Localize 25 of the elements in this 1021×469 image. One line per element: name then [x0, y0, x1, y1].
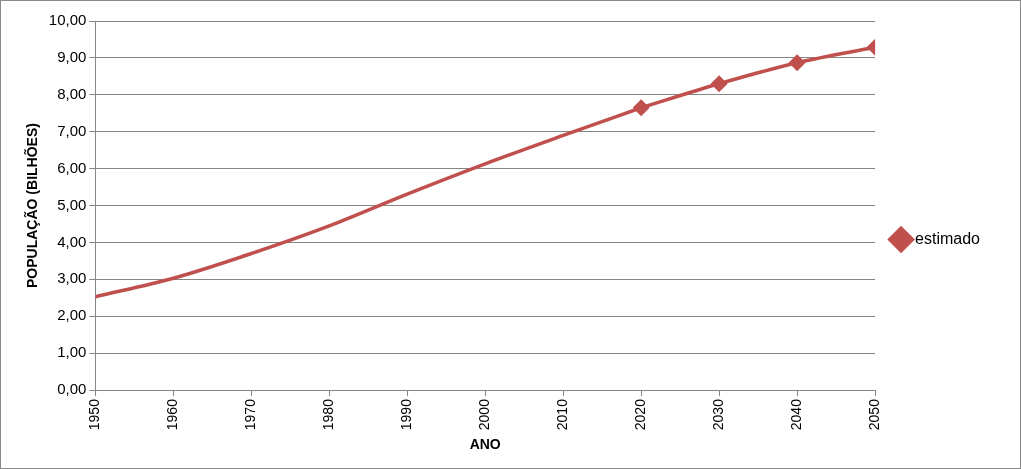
x-tick-label: 1990 — [398, 398, 415, 431]
x-tick-label: 1980 — [320, 398, 337, 431]
x-tick-label: 1970 — [242, 398, 259, 431]
x-tick-label: 1960 — [164, 398, 181, 431]
x-tick-label: 2050 — [865, 398, 882, 431]
x-tick-label: 2000 — [476, 398, 493, 431]
x-tick-label: 2030 — [709, 398, 726, 431]
x-tick-label: 1950 — [86, 398, 103, 431]
y-tick-label: 9,00 — [57, 48, 87, 66]
y-tick-label: 0,00 — [57, 380, 87, 398]
x-tick-label: 2020 — [632, 398, 649, 431]
y-tick-label: 6,00 — [57, 158, 87, 176]
y-tick-label: 10,00 — [48, 11, 87, 29]
y-tick-label: 5,00 — [57, 195, 87, 213]
y-tick-label: 3,00 — [57, 269, 87, 287]
y-axis-title: POPULAÇÃO (BILHÕES) — [23, 123, 41, 288]
y-tick-label: 7,00 — [57, 121, 87, 139]
x-tick-label: 2010 — [554, 398, 571, 431]
legend-label: estimado — [915, 229, 981, 247]
y-tick-label: 1,00 — [57, 343, 87, 361]
y-tick-label: 8,00 — [57, 84, 87, 102]
y-tick-label: 4,00 — [57, 232, 87, 250]
x-axis-title: ANO — [469, 436, 501, 453]
x-tick-label: 2040 — [787, 398, 804, 431]
y-tick-label: 2,00 — [57, 306, 87, 324]
